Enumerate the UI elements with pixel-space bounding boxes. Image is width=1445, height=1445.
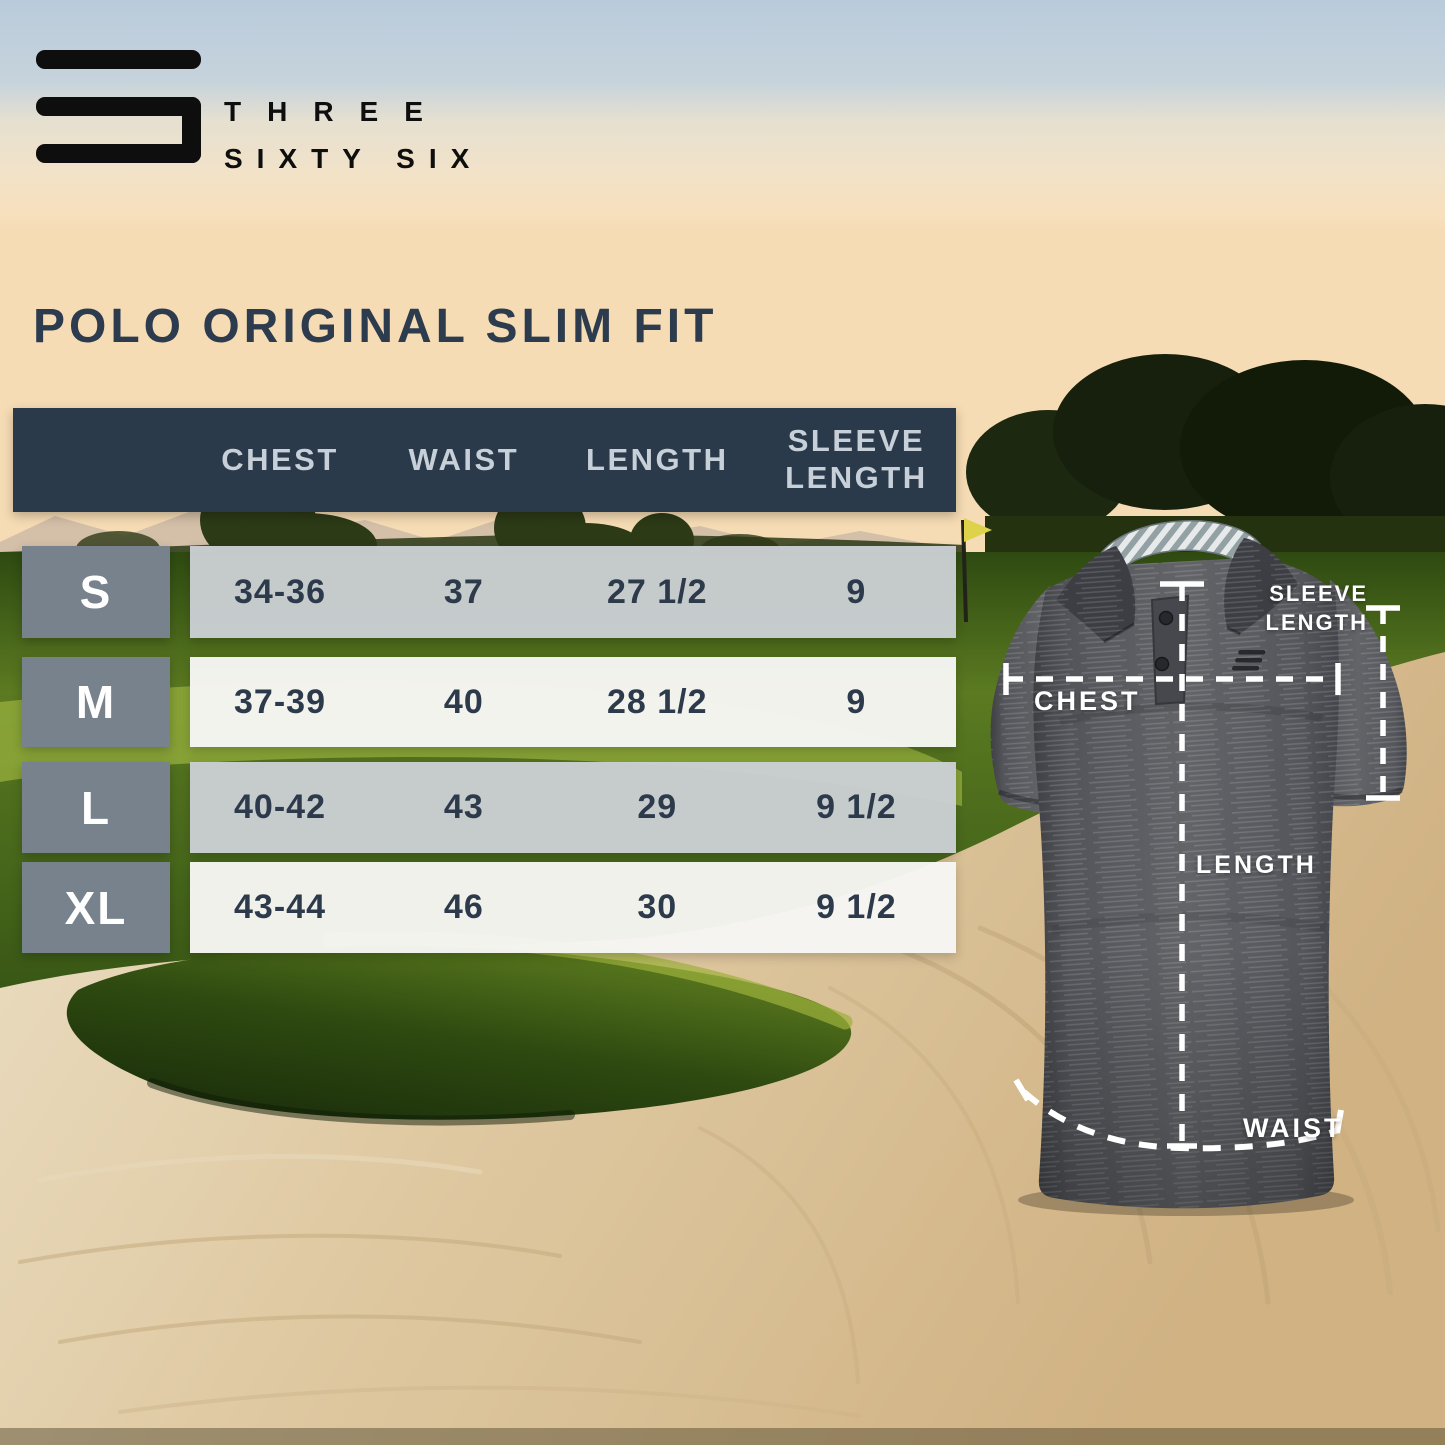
size-label-m: M <box>22 657 170 747</box>
golf-flag-icon <box>961 518 992 623</box>
chest-value: 43-44 <box>234 888 326 926</box>
brand-name-line1: THREE <box>224 96 449 127</box>
size-row-values: 40-42 43 29 9 1/2 <box>190 762 956 853</box>
sleeve-length-value: 9 1/2 <box>816 788 897 826</box>
tree-cluster-right <box>966 354 1445 586</box>
shirt-chest-logo-icon <box>1232 650 1266 671</box>
length-value: 27 1/2 <box>606 572 708 611</box>
chest-value: 40-42 <box>234 788 326 826</box>
sleeve-length-measure-label: SLEEVE LENGTH <box>1240 579 1368 637</box>
sleeve-length-value: 9 1/2 <box>816 888 897 926</box>
waist-value: 43 <box>443 788 484 826</box>
size-label-xl: XL <box>22 862 170 953</box>
size-label-s: S <box>22 546 170 638</box>
button <box>1154 656 1170 672</box>
measurement-lines <box>1003 581 1400 1152</box>
chest-value: 37-39 <box>234 682 326 721</box>
waist-measure-line <box>1013 1078 1344 1152</box>
size-chart-header: CHEST WAIST LENGTH SLEEVE LENGTH <box>13 408 956 512</box>
column-header-length: LENGTH <box>586 441 729 477</box>
column-header-sleeve-length-text: SLEEVE LENGTH <box>785 423 928 495</box>
sleeve-label-line2: LENGTH <box>1265 610 1368 636</box>
size-row-values: 34-36 37 27 1/2 9 <box>190 546 956 638</box>
length-value: 29 <box>637 788 678 826</box>
brand-logo-icon <box>36 50 201 163</box>
waist-value: 37 <box>443 572 484 611</box>
page-title: POLO ORIGINAL SLIM FIT <box>33 300 718 353</box>
column-header-waist: WAIST <box>408 441 520 477</box>
sleeve-label-line1: SLEEVE <box>1269 581 1368 606</box>
sleeve-measure-line <box>1366 605 1400 801</box>
polo-shirt-illustration <box>990 520 1407 1216</box>
button <box>1158 610 1174 626</box>
sleeve-length-value: 9 <box>846 682 867 721</box>
shirt-body <box>1033 558 1339 1209</box>
brand-name-line2: SIXTY SIX <box>224 143 484 174</box>
column-header-sleeve-length: SLEEVE LENGTH <box>757 423 956 496</box>
chest-value: 34-36 <box>234 572 326 611</box>
length-measure-label: LENGTH <box>1196 851 1317 879</box>
size-label-l: L <box>22 762 170 853</box>
size-row-values: 37-39 40 28 1/2 9 <box>190 657 956 747</box>
waist-value: 40 <box>443 682 484 721</box>
shirt-collar <box>1056 520 1298 706</box>
column-header-chest: CHEST <box>221 441 339 477</box>
chest-measure-line <box>1003 663 1341 695</box>
length-value: 28 1/2 <box>606 682 708 721</box>
size-row-values: 43-44 46 30 9 1/2 <box>190 862 956 953</box>
bottom-shadow <box>0 1428 1445 1445</box>
waist-measure-label: WAIST <box>1243 1113 1344 1143</box>
sleeve-length-value: 9 <box>846 572 867 611</box>
waist-value: 46 <box>443 888 484 926</box>
chest-measure-label: CHEST <box>1034 686 1141 716</box>
length-value: 30 <box>637 888 678 926</box>
